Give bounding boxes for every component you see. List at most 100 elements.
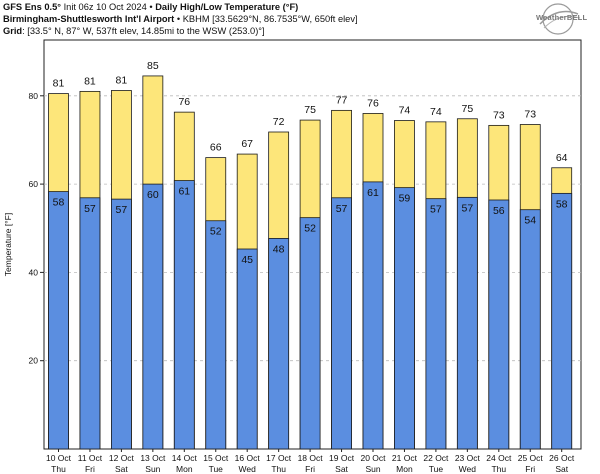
high-value-label: 77 [336, 94, 348, 106]
y-axis: 20 40 60 80 [29, 91, 44, 366]
low-bar [111, 198, 132, 450]
bars: 81 58 81 57 81 57 85 60 76 61 66 52 67 45 72 48 75 52 77 57… [48, 60, 573, 450]
low-bar [268, 238, 290, 450]
low-bar [205, 220, 227, 450]
high-value-label: 73 [493, 109, 505, 121]
x-tick-label-date: 12 Oct [109, 453, 135, 463]
low-bar [456, 196, 478, 450]
weatherbell-logo [539, 3, 581, 35]
high-value-label: 85 [147, 60, 159, 72]
x-tick-label-date: 21 Oct [392, 453, 418, 463]
high-value-label: 73 [524, 108, 536, 120]
high-value-label: 81 [53, 78, 65, 90]
low-value-label: 57 [430, 204, 442, 216]
x-tick-label-date: 22 Oct [423, 453, 449, 463]
high-value-label: 76 [367, 97, 379, 109]
high-value-label: 66 [210, 142, 222, 154]
low-value-label: 58 [556, 198, 568, 210]
x-tick-label-date: 26 Oct [549, 453, 575, 463]
x-tick-label-date: 11 Oct [78, 453, 103, 463]
x-tick-label-day: Tue [209, 464, 224, 474]
x-tick-label-date: 13 Oct [140, 453, 166, 463]
high-value-label: 74 [399, 105, 411, 117]
x-tick-label-day: Fri [525, 464, 535, 474]
x-tick-label-day: Tue [429, 464, 444, 474]
high-value-label: 67 [241, 138, 253, 150]
low-bar [488, 199, 510, 450]
x-tick-label-date: 18 Oct [298, 453, 324, 463]
x-tick-label-day: Fri [305, 464, 315, 474]
high-value-label: 64 [556, 152, 568, 164]
x-tick-label-date: 17 Oct [266, 453, 292, 463]
x-tick-label-day: Sun [365, 464, 380, 474]
low-value-label: 45 [241, 254, 253, 266]
grid-label: Grid [3, 26, 23, 36]
low-value-label: 48 [273, 243, 285, 255]
y-tick-label-40: 40 [29, 267, 39, 277]
low-value-label: 61 [367, 187, 379, 199]
low-value-label: 58 [53, 197, 65, 209]
high-value-label: 74 [430, 106, 442, 118]
x-tick-label-date: 25 Oct [518, 453, 544, 463]
low-value-label: 52 [210, 226, 222, 238]
y-tick-label-80: 80 [29, 91, 39, 101]
high-value-label: 75 [462, 103, 474, 115]
low-bar [551, 192, 573, 450]
low-value-label: 52 [304, 223, 316, 235]
x-tick-label-date: 16 Oct [235, 453, 261, 463]
x-tick-label-day: Sat [115, 464, 128, 474]
low-value-label: 56 [493, 205, 505, 217]
station-name: Birmingham-Shuttlesworth Int'l Airport [3, 14, 175, 24]
high-value-label: 75 [304, 104, 316, 116]
low-bar [142, 183, 164, 450]
logo-wordmark: WeatherBELL [536, 13, 588, 22]
low-value-label: 60 [147, 189, 159, 201]
x-tick-label-day: Mon [176, 464, 193, 474]
high-value-label: 72 [273, 116, 285, 128]
x-tick-label-day: Mon [396, 464, 413, 474]
x-tick-label-date: 24 Oct [486, 453, 512, 463]
x-tick-label-day: Sat [335, 464, 348, 474]
grid-info: : [33.5° N, 87° W, 537ft elev, 14.85mi t… [22, 26, 265, 36]
x-tick-label-date: 20 Oct [360, 453, 386, 463]
x-tick-label-day: Sat [555, 464, 568, 474]
low-bar [173, 180, 195, 450]
init-time: Init 06z 10 Oct 2024 • [60, 2, 156, 12]
x-tick-label-date: 15 Oct [203, 453, 229, 463]
high-value-label: 81 [116, 75, 128, 87]
low-bar [425, 198, 447, 450]
low-bar [236, 248, 258, 450]
x-tick-label-day: Wed [459, 464, 477, 474]
y-tick-label-20: 20 [29, 356, 39, 366]
x-tick-label-date: 19 Oct [329, 453, 355, 463]
low-bar [48, 191, 69, 450]
low-value-label: 57 [84, 203, 96, 215]
low-value-label: 59 [399, 193, 411, 205]
low-bar [362, 181, 384, 450]
x-tick-label-date: 14 Oct [172, 453, 198, 463]
x-tick-label-date: 10 Oct [46, 453, 72, 463]
header-line-model: GFS Ens 0.5° Init 06z 10 Oct 2024 • Dail… [3, 1, 298, 13]
x-tick-label-day: Fri [85, 464, 95, 474]
chart-title: Daily High/Low Temperature (°F) [155, 2, 299, 12]
low-bar [79, 197, 101, 450]
low-value-label: 54 [524, 215, 536, 227]
high-value-label: 81 [84, 75, 96, 87]
x-tick-label-day: Thu [271, 464, 286, 474]
x-tick-label-day: Thu [491, 464, 506, 474]
header-line-station: Birmingham-Shuttlesworth Int'l Airport •… [3, 13, 358, 25]
model-name: GFS Ens 0.5° [3, 2, 61, 12]
low-bar [331, 197, 352, 450]
x-tick-label-day: Thu [51, 464, 66, 474]
low-value-label: 61 [178, 186, 190, 198]
high-value-label: 76 [178, 96, 190, 108]
y-axis-title: Temperature [°F] [3, 213, 13, 276]
x-tick-label-day: Sun [145, 464, 160, 474]
low-bar [519, 209, 541, 450]
low-value-label: 57 [336, 203, 348, 215]
x-tick-label-day: Wed [239, 464, 257, 474]
low-bar [299, 217, 321, 450]
low-value-label: 57 [462, 202, 474, 214]
